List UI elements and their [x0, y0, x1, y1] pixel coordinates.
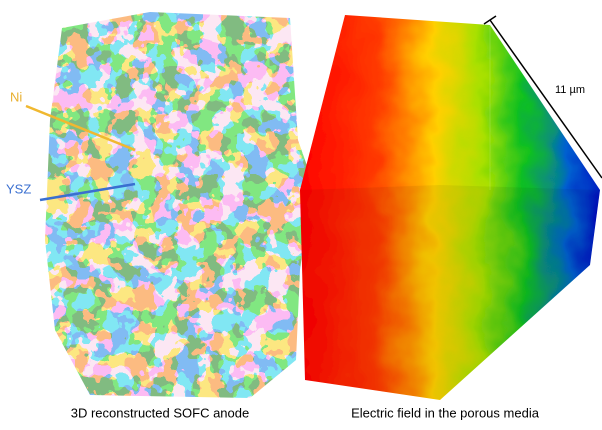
- caption: 3D reconstructed SOFC anode: [71, 405, 249, 420]
- scale-label: 11 µm: [555, 84, 585, 96]
- anode-structure: [45, 12, 312, 398]
- ni-label: Ni: [10, 89, 22, 104]
- ysz-label: YSZ: [6, 181, 31, 196]
- field-cube: [270, 0, 602, 420]
- caption: Electric field in the porous media: [351, 405, 540, 420]
- page: 11 µm Ni YSZ 3D reconstructed SOFC anode…: [0, 0, 602, 430]
- figure: 11 µm Ni YSZ 3D reconstructed SOFC anode…: [0, 0, 602, 430]
- cube-lower-face: [300, 185, 600, 400]
- scale-tick: [484, 16, 496, 24]
